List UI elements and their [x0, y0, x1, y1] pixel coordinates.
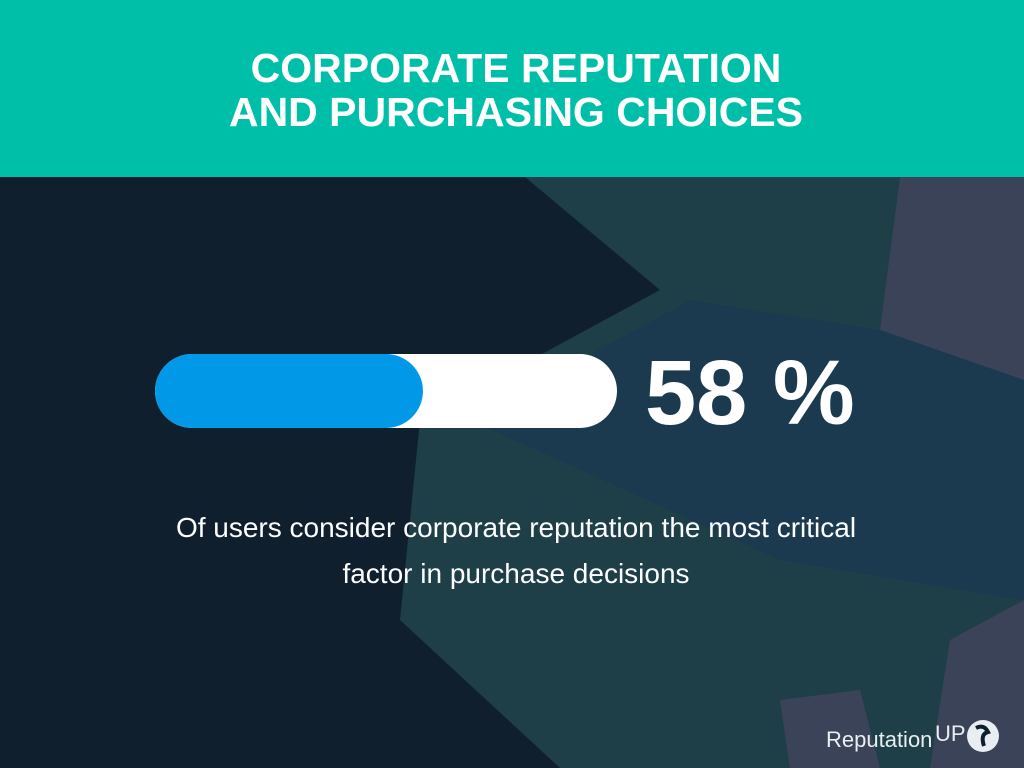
description-line: factor in purchase decisions	[342, 558, 689, 589]
bg-shape	[780, 690, 880, 768]
title-line: AND PURCHASING CHOICES	[229, 89, 803, 135]
bg-shape	[930, 600, 1024, 768]
header	[0, 0, 1024, 177]
progress-bar	[155, 354, 423, 428]
bg-shape	[880, 177, 1024, 380]
logo-text: Reputation	[826, 727, 932, 752]
logo-icon-mark	[975, 724, 991, 747]
description-line: Of users consider corporate reputation t…	[176, 512, 856, 543]
title-line: CORPORATE REPUTATION	[251, 45, 782, 91]
logo-suffix: UP	[935, 721, 966, 746]
value-label: 58 %	[645, 342, 855, 444]
